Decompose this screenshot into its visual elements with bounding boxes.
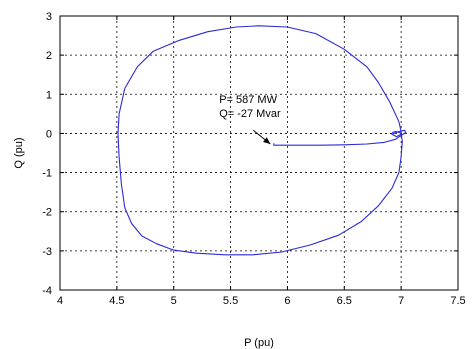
series-line	[117, 25, 407, 256]
x-tick-label: 6	[284, 295, 290, 307]
operating-point-annotation: P= 587 MW Q= -27 Mvar	[219, 94, 281, 145]
annotation-q-text: Q= -27 Mvar	[219, 108, 281, 120]
y-tick-label: -1	[42, 168, 52, 180]
y-tick-label: 1	[46, 89, 52, 101]
y-tick-label: -3	[42, 246, 52, 258]
ticks	[59, 15, 459, 291]
x-axis-label: P (pu)	[244, 337, 274, 349]
x-tick-label: 5	[171, 295, 177, 307]
x-tick-label: 6.5	[337, 295, 352, 307]
series-group	[117, 25, 407, 256]
x-tick-label: 7.5	[450, 295, 465, 307]
y-axis-label: Q (pu)	[13, 137, 25, 168]
tick-labels: 4 4.5 5 5.5 6 6.5 7 7.5 -4 -3 -2 -1 0 1 2 3	[42, 11, 465, 307]
x-tick-label: 4.5	[109, 295, 124, 307]
annotation-p-text: P= 587 MW	[219, 94, 277, 106]
plot-frame	[59, 15, 459, 291]
grid	[60, 16, 458, 290]
annotation-arrowhead	[263, 137, 271, 144]
x-tick-label: 5.5	[223, 295, 238, 307]
x-tick-label: 4	[57, 295, 63, 307]
y-tick-label: -4	[42, 285, 52, 297]
y-tick-label: 3	[46, 11, 52, 23]
y-tick-label: 0	[46, 128, 52, 140]
x-tick-label: 7	[398, 295, 404, 307]
y-tick-label: 2	[46, 50, 52, 62]
y-tick-label: -2	[42, 207, 52, 219]
